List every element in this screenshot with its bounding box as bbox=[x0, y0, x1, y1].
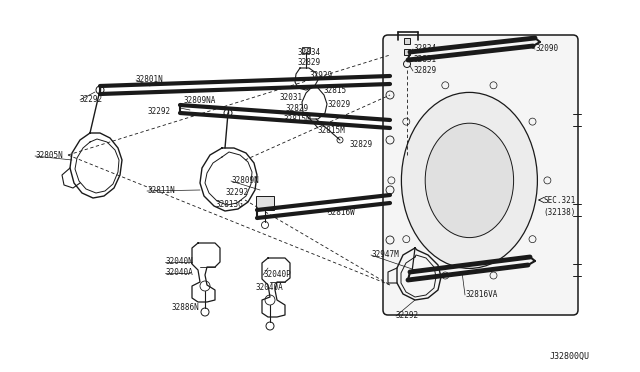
Text: 32811N: 32811N bbox=[147, 186, 175, 195]
Text: 32801N: 32801N bbox=[136, 75, 164, 84]
Text: 32292: 32292 bbox=[225, 188, 248, 197]
Text: 32040A: 32040A bbox=[256, 283, 284, 292]
Text: 32834: 32834 bbox=[413, 44, 436, 53]
Text: 32292: 32292 bbox=[396, 311, 419, 320]
Text: 32886N: 32886N bbox=[172, 303, 200, 312]
Text: 32040A: 32040A bbox=[165, 268, 193, 277]
Text: J32800QU: J32800QU bbox=[550, 352, 590, 361]
Text: 32816VA: 32816VA bbox=[465, 290, 497, 299]
Text: 32829: 32829 bbox=[413, 66, 436, 75]
Text: 32040N: 32040N bbox=[165, 257, 193, 266]
Bar bbox=[404, 38, 410, 44]
Ellipse shape bbox=[425, 123, 514, 238]
Bar bbox=[302, 47, 310, 53]
Bar bbox=[404, 49, 410, 55]
Text: 32809N: 32809N bbox=[231, 176, 259, 185]
Text: 32947M: 32947M bbox=[371, 250, 399, 259]
FancyBboxPatch shape bbox=[383, 35, 578, 315]
Text: 32809NA: 32809NA bbox=[183, 96, 216, 105]
Text: 32090: 32090 bbox=[535, 44, 558, 53]
Text: 32815: 32815 bbox=[323, 86, 346, 95]
Text: 32831: 32831 bbox=[413, 55, 436, 64]
Text: 32815M: 32815M bbox=[283, 115, 311, 124]
Text: 32040P: 32040P bbox=[263, 270, 291, 279]
Text: 32031: 32031 bbox=[280, 93, 303, 102]
Text: 32813G: 32813G bbox=[216, 200, 244, 209]
Text: 32834: 32834 bbox=[298, 48, 321, 57]
Text: 32829: 32829 bbox=[350, 140, 373, 149]
Text: (32138): (32138) bbox=[543, 208, 575, 217]
Text: 32805N: 32805N bbox=[35, 151, 63, 160]
Text: SEC.321: SEC.321 bbox=[543, 196, 575, 205]
Text: 32816W: 32816W bbox=[328, 208, 356, 217]
Text: 32929: 32929 bbox=[310, 71, 333, 80]
Ellipse shape bbox=[401, 92, 538, 269]
Text: 32029: 32029 bbox=[328, 100, 351, 109]
Text: 32829: 32829 bbox=[285, 104, 308, 113]
Bar bbox=[256, 196, 274, 210]
Text: 32815M: 32815M bbox=[318, 126, 346, 135]
Text: 32829: 32829 bbox=[298, 58, 321, 67]
Text: 32292: 32292 bbox=[80, 95, 103, 104]
Text: 32292: 32292 bbox=[147, 107, 170, 116]
